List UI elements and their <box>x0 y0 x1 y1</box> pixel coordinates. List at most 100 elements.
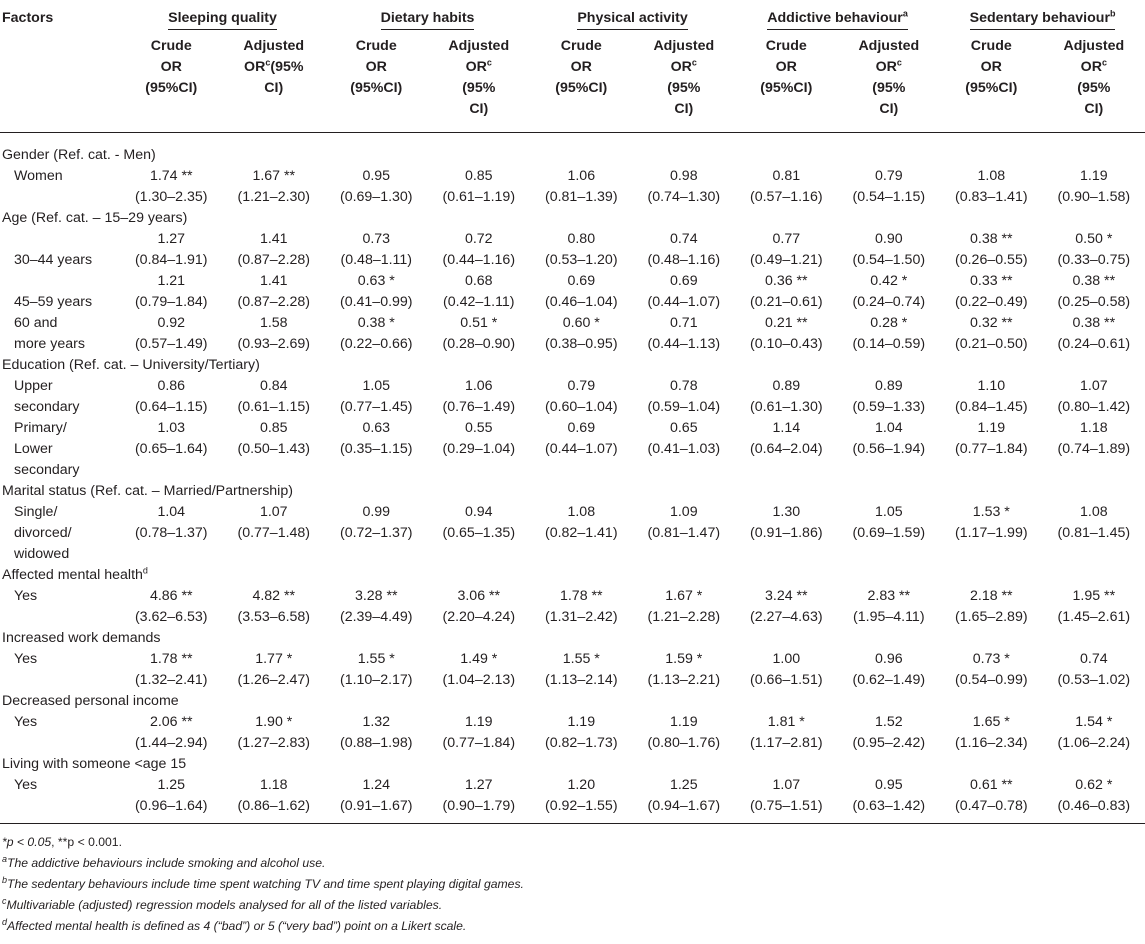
factors-header: Factors <box>2 10 54 26</box>
confidence-interval: (0.35–1.15) <box>339 441 413 457</box>
odds-ratio: 0.86 <box>157 378 186 394</box>
confidence-interval: (0.10–0.43) <box>750 336 823 352</box>
odds-ratio: 0.38 * <box>357 315 395 331</box>
value-cell: 1.19 (0.82–1.73) <box>530 712 633 754</box>
confidence-interval: (1.17–2.81) <box>750 735 823 751</box>
value-cell: 0.50 * (0.33–0.75) <box>1043 229 1145 271</box>
odds-ratio: 1.06 <box>464 378 493 394</box>
table-row: Gender (Ref. cat. - Men) <box>0 133 1145 167</box>
odds-ratio: 0.90 <box>874 231 903 247</box>
value-cell: 1.03 (0.65–1.64) <box>120 418 223 481</box>
confidence-interval: (0.92–1.55) <box>544 798 618 814</box>
odds-ratio: 1.58 <box>259 315 288 331</box>
value-cell: 1.27 (0.84–1.91) <box>120 229 223 271</box>
confidence-interval: (0.57–1.49) <box>134 336 208 352</box>
table-row: Primary/Lower secondary 1.03 (0.65–1.64) 0.8… <box>0 418 1145 481</box>
odds-ratio: 0.33 ** <box>969 273 1013 289</box>
value-cell: 1.55 * (1.13–2.14) <box>530 649 633 691</box>
value-cell: 0.92 (0.57–1.49) <box>120 313 223 355</box>
confidence-interval: (0.61–1.30) <box>750 399 823 415</box>
row-label: Yes <box>14 714 38 730</box>
confidence-interval: (1.06–2.24) <box>1057 735 1131 751</box>
odds-ratio: 0.81 <box>772 168 801 184</box>
value-cell: 1.07 (0.75–1.51) <box>735 775 838 824</box>
confidence-interval: (0.82–1.73) <box>544 735 618 751</box>
confidence-interval: (0.50–1.43) <box>237 441 311 457</box>
table-row: Education (Ref. cat. – University/Tertia… <box>0 355 1145 376</box>
confidence-interval: (1.10–2.17) <box>339 672 413 688</box>
confidence-interval: (0.26–0.55) <box>955 252 1028 268</box>
confidence-interval: (0.64–1.15) <box>134 399 208 415</box>
confidence-interval: (1.95–4.11) <box>853 609 925 625</box>
value-cell: 0.71 (0.44–1.13) <box>633 313 736 355</box>
value-cell: 1.54 * (1.06–2.24) <box>1043 712 1145 754</box>
value-cell: 0.32 ** (0.21–0.50) <box>940 313 1043 355</box>
confidence-interval: (0.28–0.90) <box>442 336 516 352</box>
value-cell: 0.36 ** (0.21–0.61) <box>735 271 838 313</box>
value-cell: 0.42 * (0.24–0.74) <box>838 271 941 313</box>
odds-ratio: 0.79 <box>874 168 903 184</box>
confidence-interval: (0.80–1.42) <box>1057 399 1131 415</box>
confidence-interval: (2.27–4.63) <box>750 609 823 625</box>
table-row: 30–44 years 1.27 (0.84–1.91) 1.41 (0.87–2.28… <box>0 229 1145 271</box>
confidence-interval: (0.74–1.89) <box>1057 441 1131 457</box>
group-header-physical: Physical activity <box>530 0 735 34</box>
value-cell: 0.69 (0.46–1.04) <box>530 271 633 313</box>
confidence-interval: (1.13–2.21) <box>647 672 721 688</box>
odds-ratio: 1.05 <box>362 378 391 394</box>
odds-ratio: 0.85 <box>259 420 288 436</box>
confidence-interval: (0.87–2.28) <box>237 294 311 310</box>
odds-ratio: 1.95 ** <box>1072 588 1116 604</box>
value-cell: 1.07 (0.77–1.48) <box>223 502 326 565</box>
confidence-interval: (0.54–1.15) <box>852 189 926 205</box>
odds-ratio: 0.73 <box>362 231 391 247</box>
value-cell: 0.90 (0.54–1.50) <box>838 229 941 271</box>
odds-ratio: 2.18 ** <box>969 588 1013 604</box>
table-row: Yes 1.25 (0.96–1.64) 1.18 (0.86–1.62) 1.24 (0.… <box>0 775 1145 824</box>
value-cell: 1.27 (0.90–1.79) <box>428 775 531 824</box>
odds-ratio: 0.61 ** <box>969 777 1013 793</box>
value-cell: 0.79 (0.60–1.04) <box>530 376 633 418</box>
row-label: Single/divorced/widowed <box>14 504 72 562</box>
confidence-interval: (0.95–2.42) <box>852 735 926 751</box>
confidence-interval: (0.56–1.94) <box>852 441 926 457</box>
odds-ratio: 0.69 <box>567 273 596 289</box>
odds-ratio: 1.19 <box>977 420 1006 436</box>
odds-ratio: 1.14 <box>772 420 801 436</box>
confidence-interval: (0.24–0.74) <box>852 294 926 310</box>
value-cell: 1.65 * (1.16–2.34) <box>940 712 1043 754</box>
confidence-interval: (0.33–0.75) <box>1057 252 1131 268</box>
odds-ratio: 0.79 <box>567 378 596 394</box>
row-label: 45–59 years <box>14 294 93 310</box>
odds-ratio: 1.74 ** <box>149 168 193 184</box>
odds-ratio: 3.24 ** <box>764 588 808 604</box>
odds-ratio: 0.38 ** <box>1072 315 1116 331</box>
value-cell: 0.95 (0.63–1.42) <box>838 775 941 824</box>
value-cell: 1.78 ** (1.32–2.41) <box>120 649 223 691</box>
confidence-interval: (0.81–1.39) <box>544 189 618 205</box>
odds-ratio: 0.28 * <box>870 315 908 331</box>
value-cell: 1.77 * (1.26–2.47) <box>223 649 326 691</box>
odds-ratio: 1.19 <box>669 714 698 730</box>
odds-ratio: 1.32 <box>362 714 391 730</box>
value-cell: 1.18 (0.74–1.89) <box>1043 418 1145 481</box>
confidence-interval: (0.44–1.07) <box>647 294 721 310</box>
odds-ratio: 1.52 <box>874 714 903 730</box>
odds-ratio: 1.67 * <box>665 588 703 604</box>
odds-ratio: 1.08 <box>977 168 1006 184</box>
confidence-interval: (1.26–2.47) <box>237 672 311 688</box>
sub-header-crude: Crude OR (95%CI) <box>760 38 813 96</box>
odds-ratio: 3.28 ** <box>354 588 398 604</box>
table-footnotes: *p < 0.05, **p < 0.001. aThe addictive b… <box>0 824 1145 937</box>
odds-ratio: 0.74 <box>1079 651 1108 667</box>
odds-ratio: 4.86 ** <box>149 588 193 604</box>
value-cell: 1.19 (0.90–1.58) <box>1043 166 1145 208</box>
odds-ratio: 1.41 <box>259 231 288 247</box>
row-label: Yes <box>14 651 38 667</box>
value-cell: 1.06 (0.81–1.39) <box>530 166 633 208</box>
sub-header-crude: Crude OR (95%CI) <box>555 38 608 96</box>
confidence-interval: (0.84–1.45) <box>955 399 1028 415</box>
